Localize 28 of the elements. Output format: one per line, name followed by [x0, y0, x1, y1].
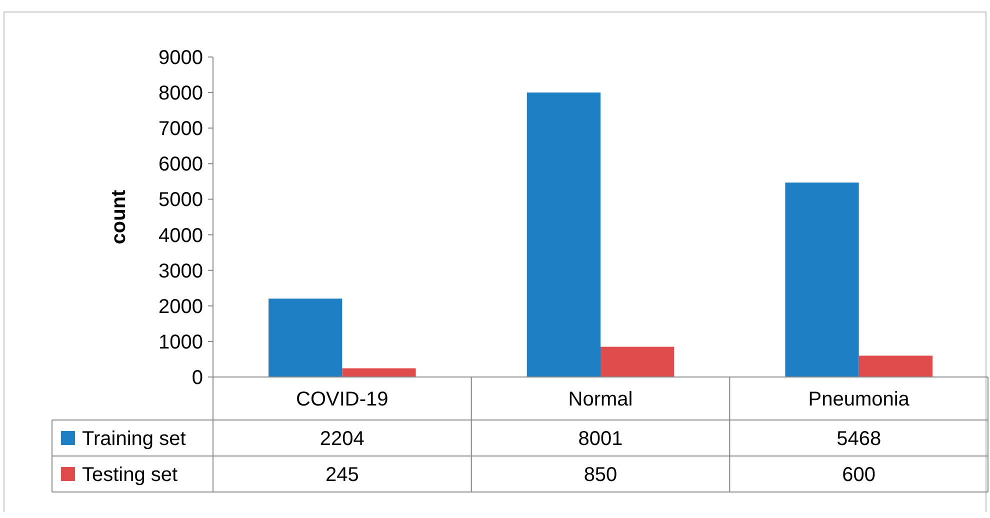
y-tick-label: 3000 — [158, 260, 203, 282]
y-tick-label: 8000 — [158, 82, 203, 105]
y-tick-label: 9000 — [158, 47, 203, 69]
x-tick-label: Normal — [568, 388, 633, 410]
y-axis-title: count — [108, 189, 130, 244]
data-label: 5468 — [836, 428, 882, 450]
bar — [342, 368, 416, 377]
x-tick-label: Pneumonia — [808, 388, 910, 410]
y-tick-label: 0 — [192, 367, 203, 389]
data-label: 2204 — [320, 428, 364, 450]
bar — [600, 346, 674, 377]
legend-label: Training set — [82, 428, 186, 450]
data-label: 245 — [325, 464, 359, 486]
legend-label: Testing set — [82, 464, 178, 486]
x-tick-label: COVID-19 — [296, 388, 388, 410]
bar — [268, 298, 342, 377]
data-label: 8001 — [578, 428, 623, 450]
bar — [526, 92, 600, 377]
y-tick-label: 5000 — [158, 189, 203, 212]
bar — [858, 356, 932, 377]
data-label: 850 — [584, 464, 618, 486]
y-tick-label: 6000 — [158, 154, 203, 176]
y-tick-label: 2000 — [158, 296, 203, 318]
y-tick-label: 4000 — [158, 224, 203, 247]
bar — [785, 182, 859, 377]
y-tick-label: 1000 — [158, 331, 203, 354]
y-tick-label: 7000 — [158, 118, 203, 140]
data-label: 600 — [842, 464, 876, 486]
